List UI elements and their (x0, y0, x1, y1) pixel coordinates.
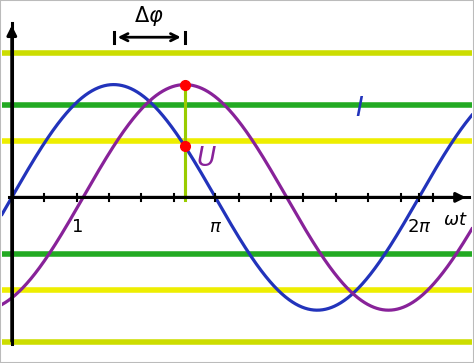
Text: I: I (356, 96, 363, 122)
Text: $2\pi$: $2\pi$ (407, 218, 431, 236)
Text: $\pi$: $\pi$ (209, 218, 222, 236)
Text: U: U (197, 146, 216, 172)
Text: $\omega t$: $\omega t$ (443, 211, 468, 229)
Text: $1$: $1$ (71, 218, 82, 236)
Text: $\Delta\varphi$: $\Delta\varphi$ (134, 4, 164, 28)
